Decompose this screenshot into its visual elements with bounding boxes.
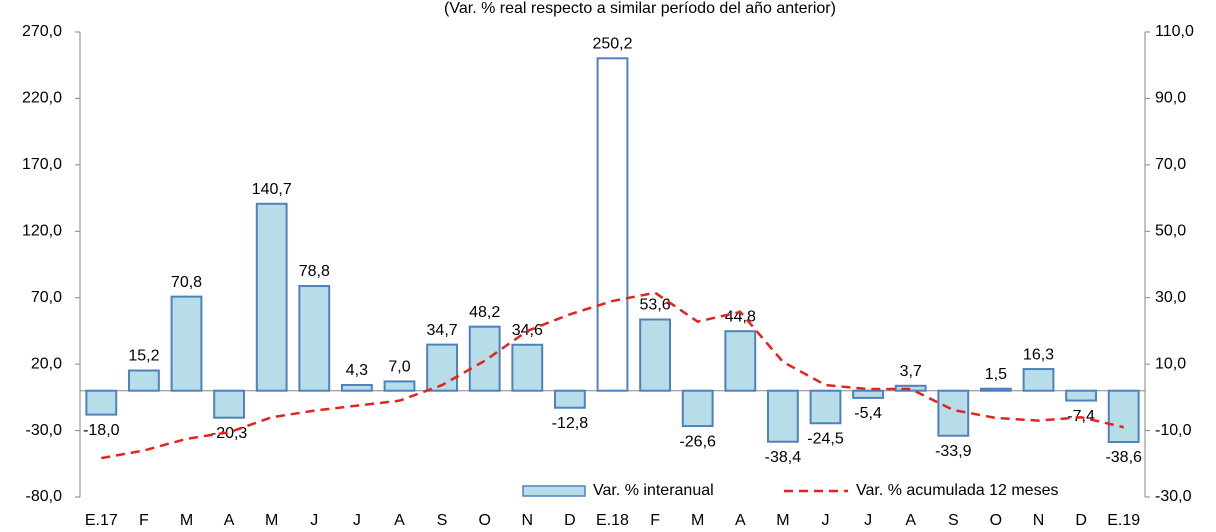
- x-tick-label: S: [948, 512, 959, 529]
- value-label: 53,6: [640, 297, 671, 314]
- x-tick-label: J: [822, 512, 830, 529]
- bar: [468, 325, 501, 392]
- value-label: -18,0: [83, 422, 120, 439]
- bar: [596, 57, 629, 392]
- x-tick-label: D: [1075, 512, 1087, 529]
- bar: [1065, 389, 1098, 402]
- bar: [979, 387, 1012, 392]
- bar: [937, 389, 970, 437]
- value-label: 16,3: [1023, 346, 1054, 363]
- value-label: 48,2: [469, 304, 500, 321]
- x-tick-label: E.19: [1107, 512, 1140, 529]
- bar: [894, 384, 927, 392]
- bar: [127, 369, 160, 392]
- x-tick-label: A: [394, 512, 405, 529]
- y2-tick-label: 30,0: [1155, 289, 1186, 306]
- y2-tick-label: 10,0: [1155, 355, 1186, 372]
- legend-label: Var. % interanual: [593, 482, 714, 499]
- x-tick-label: J: [310, 512, 318, 529]
- bar: [1107, 389, 1140, 443]
- value-label: 4,3: [346, 362, 368, 379]
- value-label: -38,4: [765, 449, 802, 466]
- x-tick-label: J: [353, 512, 361, 529]
- bar: [511, 343, 544, 392]
- value-label: -26,6: [679, 433, 716, 450]
- y2-tick-label: 90,0: [1155, 90, 1186, 107]
- bar: [170, 295, 203, 392]
- value-label: 34,7: [427, 322, 458, 339]
- bar: [340, 384, 373, 392]
- x-tick-label: A: [224, 512, 235, 529]
- y-tick-label: 70,0: [31, 289, 62, 306]
- value-label: -38,6: [1105, 449, 1142, 466]
- bar: [809, 389, 842, 425]
- x-tick-label: M: [180, 512, 193, 529]
- y2-tick-label: 110,0: [1155, 23, 1194, 40]
- x-tick-label: E.17: [85, 512, 118, 529]
- y-tick-label: 20,0: [31, 355, 62, 372]
- y-tick-label: 170,0: [22, 156, 62, 173]
- y2-tick-label: 50,0: [1155, 223, 1186, 240]
- value-label: 1,5: [985, 366, 1007, 383]
- bar: [639, 318, 672, 392]
- x-tick-label: O: [990, 512, 1002, 529]
- x-tick-label: S: [437, 512, 448, 529]
- value-label: -24,5: [807, 430, 844, 447]
- value-label: -33,9: [935, 443, 972, 460]
- value-label: 70,8: [171, 274, 202, 291]
- x-tick-label: N: [1033, 512, 1045, 529]
- y2-tick-label: -10,0: [1155, 422, 1192, 439]
- x-tick-label: M: [265, 512, 278, 529]
- value-label: -20,3: [211, 425, 248, 442]
- legend-swatch: [522, 485, 586, 497]
- bar: [383, 380, 416, 392]
- y2-tick-label: 70,0: [1155, 156, 1186, 173]
- x-tick-label: E.18: [596, 512, 629, 529]
- x-tick-label: F: [650, 512, 660, 529]
- bar: [426, 343, 459, 392]
- bar: [298, 285, 331, 392]
- y-tick-label: 220,0: [22, 90, 62, 107]
- bar: [681, 389, 714, 428]
- bar: [85, 389, 118, 416]
- bar: [852, 389, 885, 399]
- value-label: 78,8: [299, 263, 330, 280]
- bar: [213, 389, 246, 419]
- legend-label: Var. % acumulada 12 meses: [856, 482, 1058, 499]
- x-tick-label: J: [864, 512, 872, 529]
- bar: [724, 330, 757, 392]
- bar: [766, 389, 799, 443]
- x-tick-label: O: [478, 512, 490, 529]
- value-label: 15,2: [128, 348, 159, 365]
- value-label: -5,4: [854, 405, 882, 422]
- y-tick-label: -80,0: [26, 488, 63, 505]
- value-label: 3,7: [900, 363, 922, 380]
- bar: [1022, 368, 1055, 392]
- chart-subtitle: (Var. % real respecto a similar período …: [444, 0, 836, 17]
- y-tick-label: -30,0: [26, 422, 63, 439]
- bar: [255, 202, 288, 392]
- x-tick-label: N: [522, 512, 534, 529]
- x-tick-label: M: [691, 512, 704, 529]
- value-label: 7,0: [388, 359, 410, 376]
- line-series: [101, 291, 1124, 460]
- value-label: 140,7: [252, 181, 292, 198]
- x-tick-label: F: [139, 512, 149, 529]
- y-tick-label: 120,0: [22, 223, 62, 240]
- y2-tick-label: -30,0: [1155, 488, 1192, 505]
- x-tick-label: M: [776, 512, 789, 529]
- y-tick-label: 270,0: [22, 23, 62, 40]
- bar: [553, 389, 586, 409]
- x-tick-label: D: [564, 512, 576, 529]
- value-label: 250,2: [592, 36, 632, 53]
- x-tick-label: A: [735, 512, 746, 529]
- x-tick-label: A: [905, 512, 916, 529]
- value-label: -12,8: [552, 415, 589, 432]
